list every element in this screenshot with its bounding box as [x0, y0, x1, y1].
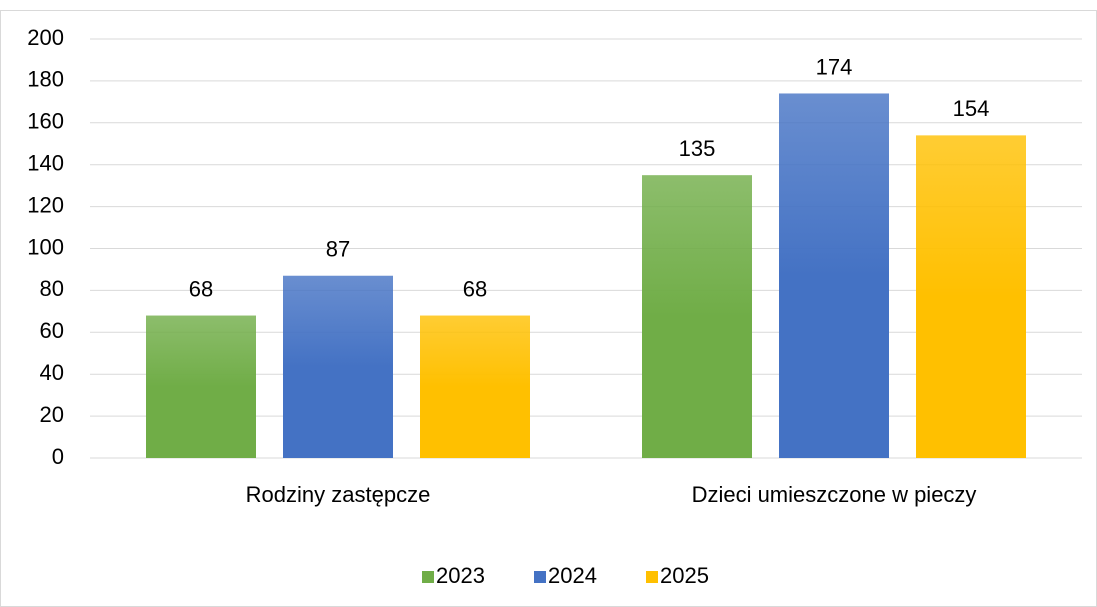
data-label: 68	[463, 276, 487, 301]
legend-swatch	[646, 571, 658, 583]
y-tick-label: 80	[40, 276, 64, 301]
bar	[283, 275, 393, 458]
x-tick-label: Dzieci umieszczone w pieczy	[692, 482, 977, 507]
y-tick-label: 40	[40, 360, 64, 385]
data-label: 87	[326, 237, 350, 262]
bar	[642, 175, 752, 459]
data-label: 135	[679, 136, 716, 161]
legend-label: 2023	[436, 563, 485, 588]
data-label: 174	[816, 54, 853, 79]
legend-label: 2024	[548, 563, 597, 588]
data-label: 68	[189, 276, 213, 301]
y-tick-label: 200	[27, 25, 64, 50]
bar	[916, 135, 1026, 458]
legend-label: 2025	[660, 563, 709, 588]
y-tick-label: 120	[27, 192, 64, 217]
legend-swatch	[534, 571, 546, 583]
y-tick-label: 60	[40, 318, 64, 343]
y-tick-label: 160	[27, 109, 64, 134]
y-tick-label: 20	[40, 402, 64, 427]
data-label: 154	[953, 96, 990, 121]
x-tick-label: Rodziny zastępcze	[246, 482, 431, 507]
bar	[146, 315, 256, 458]
y-tick-label: 0	[52, 444, 64, 469]
bar	[420, 315, 530, 458]
y-tick-label: 140	[27, 151, 64, 176]
y-tick-label: 180	[27, 67, 64, 92]
bar	[779, 93, 889, 458]
legend-swatch	[422, 571, 434, 583]
y-tick-label: 100	[27, 234, 64, 259]
